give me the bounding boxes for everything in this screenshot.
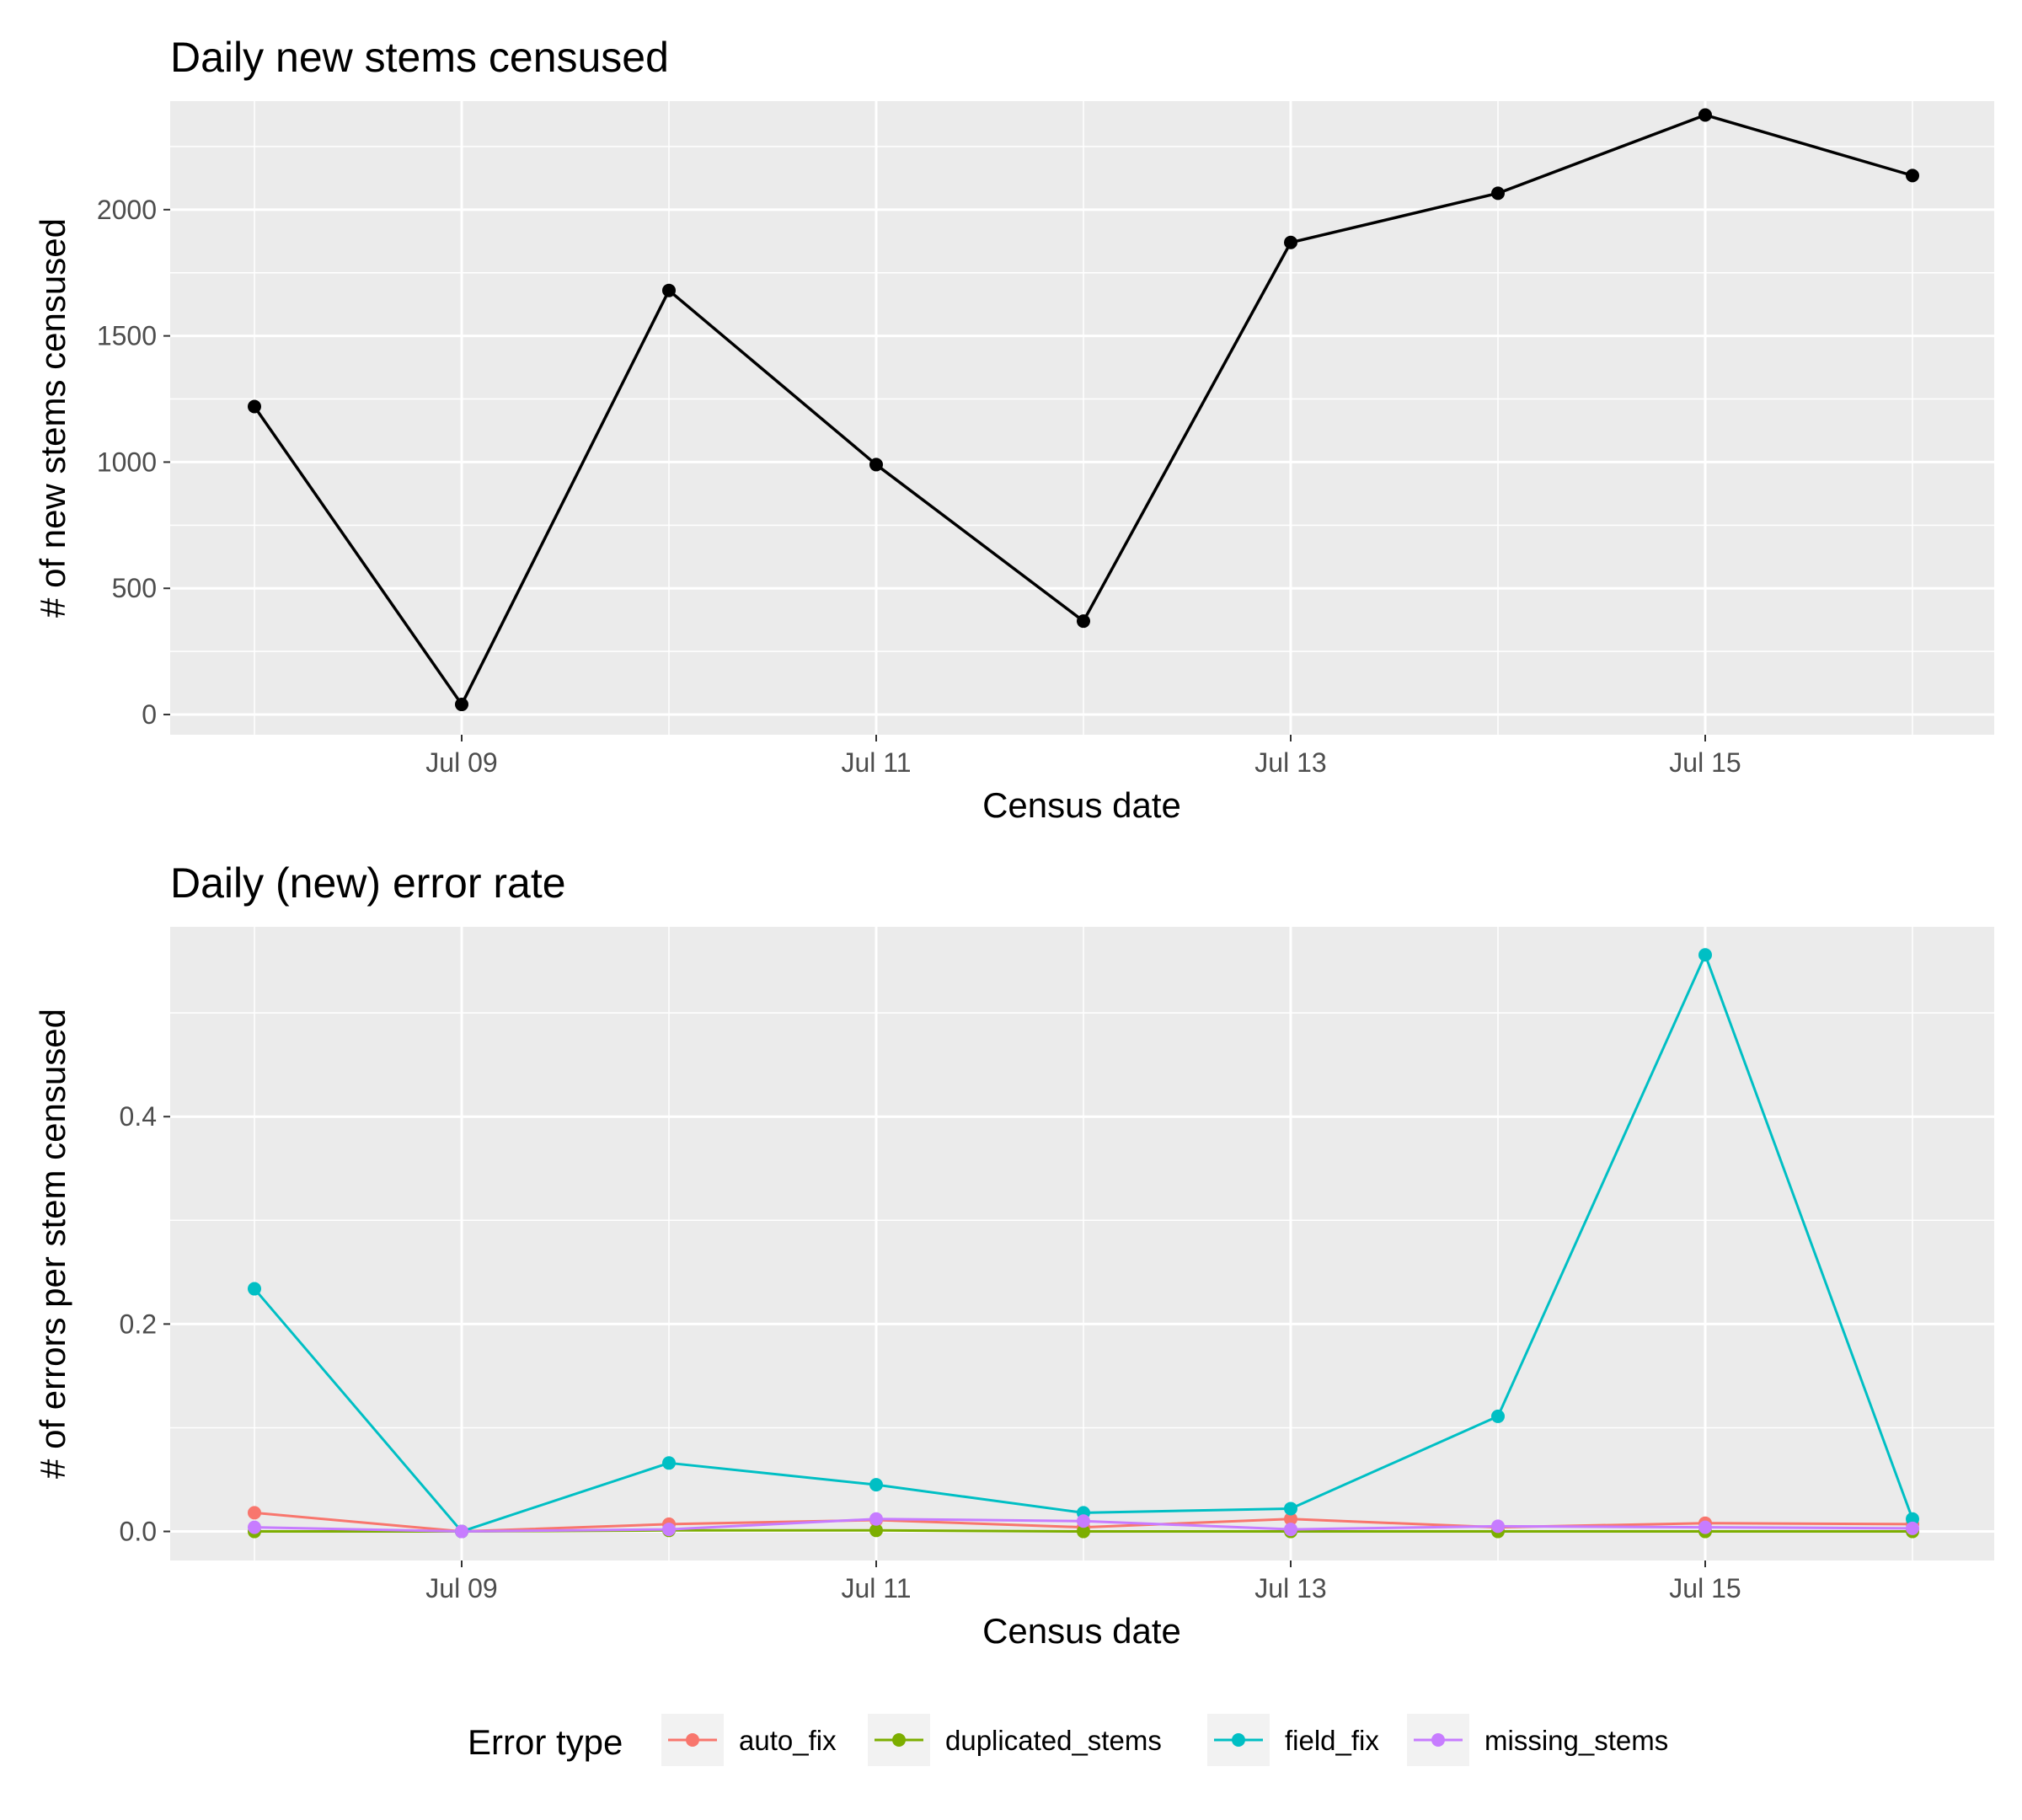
- x-tick-label: Jul 11: [841, 1573, 911, 1603]
- data-point-field_fix: [1906, 1512, 1919, 1526]
- chart-title: Daily new stems censused: [170, 34, 669, 81]
- data-point-field_fix: [662, 1456, 676, 1470]
- data-point-missing_stems: [1491, 1519, 1505, 1534]
- legend-key-point: [686, 1733, 699, 1747]
- data-point-stems: [455, 698, 468, 712]
- y-tick-label: 1500: [97, 321, 157, 351]
- data-point-stems: [1284, 235, 1297, 249]
- legend: Error type auto_fix duplicated_stems field…: [468, 1714, 1668, 1766]
- chart-title: Daily (new) error rate: [170, 859, 566, 907]
- data-point-stems: [869, 458, 883, 472]
- data-point-field_fix: [869, 1478, 883, 1492]
- data-point-auto_fix: [248, 1506, 261, 1520]
- y-axis-title: # of errors per stem censused: [33, 1009, 72, 1479]
- plot-panel: [170, 927, 1994, 1560]
- y-tick-label: 1000: [97, 447, 157, 477]
- data-point-field_fix: [248, 1282, 261, 1296]
- y-tick-label: 0.4: [120, 1101, 157, 1132]
- y-tick-label: 0: [142, 699, 157, 730]
- x-tick-label: Jul 09: [425, 747, 497, 778]
- axes: 0 500 1000 1500 2000 Jul 09 Jul 11 Jul 13 Jul 15: [97, 195, 1741, 778]
- x-tick-label: Jul 09: [425, 1573, 497, 1603]
- x-axis-title: Census date: [982, 1611, 1181, 1651]
- x-tick-label: Jul 15: [1669, 747, 1741, 778]
- legend-title: Error type: [468, 1722, 623, 1762]
- axes: 0.0 0.2 0.4 Jul 09 Jul 11 Jul 13 Jul 15: [120, 1101, 1741, 1603]
- data-point-stems: [662, 283, 676, 297]
- data-point-stems: [1077, 614, 1090, 629]
- data-point-missing_stems: [662, 1523, 676, 1537]
- y-tick-label: 0.2: [120, 1309, 157, 1339]
- legend-key-point: [1232, 1733, 1245, 1747]
- data-point-field_fix: [1698, 948, 1712, 962]
- data-point-missing_stems: [1698, 1520, 1712, 1534]
- data-point-missing_stems: [248, 1520, 261, 1534]
- data-point-field_fix: [1491, 1409, 1505, 1423]
- legend-label-field_fix: field_fix: [1285, 1725, 1379, 1756]
- x-tick-label: Jul 15: [1669, 1573, 1741, 1603]
- data-point-duplicated_stems: [1077, 1524, 1090, 1539]
- data-point-missing_stems: [869, 1512, 883, 1526]
- legend-key-point: [892, 1733, 906, 1747]
- data-point-field_fix: [1284, 1502, 1297, 1516]
- data-point-stems: [1491, 186, 1505, 201]
- y-axis-title: # of new stems censused: [33, 218, 72, 618]
- plot-marks: [248, 108, 1919, 712]
- x-axis-title: Census date: [982, 785, 1181, 825]
- data-point-stems: [1906, 169, 1919, 183]
- legend-label-missing_stems: missing_stems: [1484, 1725, 1668, 1756]
- data-point-missing_stems: [1284, 1523, 1297, 1537]
- y-tick-label: 2000: [97, 195, 157, 225]
- y-tick-label: 0.0: [120, 1517, 157, 1547]
- plot-marks: [248, 948, 1919, 1539]
- data-point-missing_stems: [455, 1524, 468, 1539]
- y-tick-label: 500: [112, 573, 157, 603]
- data-point-duplicated_stems: [869, 1523, 883, 1538]
- data-point-missing_stems: [1077, 1514, 1090, 1528]
- data-point-auto_fix: [1284, 1512, 1297, 1526]
- legend-label-auto_fix: auto_fix: [739, 1725, 837, 1756]
- data-point-missing_stems: [1906, 1521, 1919, 1535]
- x-tick-label: Jul 13: [1254, 1573, 1326, 1603]
- x-tick-label: Jul 11: [841, 747, 911, 778]
- grid: [170, 101, 1994, 735]
- legend-label-duplicated_stems: duplicated_stems: [945, 1725, 1162, 1756]
- data-point-stems: [248, 399, 261, 414]
- data-point-stems: [1698, 108, 1712, 122]
- x-tick-label: Jul 13: [1254, 747, 1326, 778]
- plot-panel: [170, 101, 1994, 735]
- legend-key-point: [1431, 1733, 1445, 1747]
